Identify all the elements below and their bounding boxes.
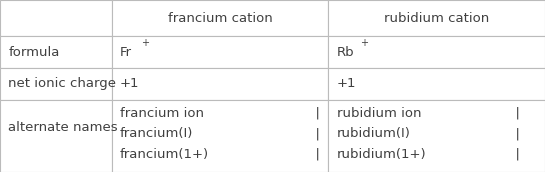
Bar bbox=[0, 100, 112, 172]
Text: Fr: Fr bbox=[120, 46, 132, 58]
Text: net ionic charge: net ionic charge bbox=[8, 77, 116, 90]
Text: +1: +1 bbox=[120, 77, 140, 90]
Text: rubidium(1+): rubidium(1+) bbox=[337, 148, 426, 161]
Text: |: | bbox=[306, 127, 319, 140]
Text: francium(1+): francium(1+) bbox=[120, 148, 209, 161]
Text: alternate names: alternate names bbox=[8, 121, 118, 134]
Bar bbox=[112, 36, 329, 68]
Bar bbox=[0, 36, 112, 68]
Text: rubidium(I): rubidium(I) bbox=[337, 127, 410, 140]
Text: |: | bbox=[507, 127, 520, 140]
Text: francium(I): francium(I) bbox=[120, 127, 193, 140]
Text: formula: formula bbox=[8, 46, 59, 58]
Bar bbox=[0, 68, 112, 100]
Text: |: | bbox=[306, 107, 319, 120]
Text: |: | bbox=[507, 148, 520, 161]
Text: +: + bbox=[361, 37, 368, 48]
Bar bbox=[112, 68, 329, 100]
Text: Rb: Rb bbox=[337, 46, 354, 58]
Bar bbox=[328, 36, 545, 68]
Text: +: + bbox=[141, 37, 149, 48]
Bar bbox=[112, 0, 329, 36]
Text: |: | bbox=[507, 107, 520, 120]
Bar bbox=[328, 100, 545, 172]
Text: rubidium cation: rubidium cation bbox=[384, 12, 489, 25]
Text: francium cation: francium cation bbox=[168, 12, 272, 25]
Text: |: | bbox=[306, 148, 319, 161]
Bar bbox=[328, 68, 545, 100]
Text: +1: +1 bbox=[337, 77, 356, 90]
Bar bbox=[112, 100, 329, 172]
Bar bbox=[328, 0, 545, 36]
Bar bbox=[0, 0, 112, 36]
Text: rubidium ion: rubidium ion bbox=[337, 107, 421, 120]
Text: francium ion: francium ion bbox=[120, 107, 204, 120]
